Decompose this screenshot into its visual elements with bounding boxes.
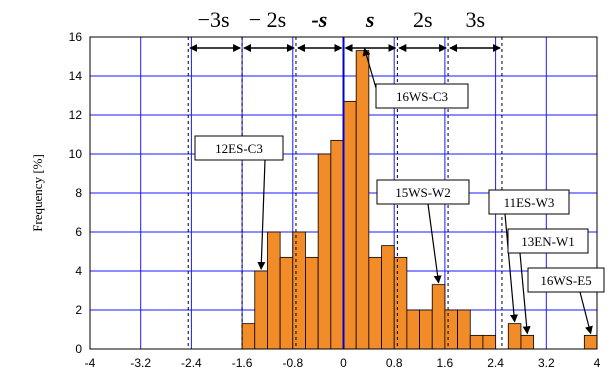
histogram-bar: [381, 245, 395, 350]
histogram-bar: [305, 256, 319, 350]
y-tick-label: 6: [75, 225, 82, 239]
x-tick-label: 4: [594, 356, 601, 370]
histogram-bar: [343, 100, 357, 350]
x-tick-label: -2.4: [181, 356, 202, 370]
histogram-bar: [431, 284, 446, 350]
y-tick-label: 12: [69, 108, 83, 122]
y-tick-label: 2: [75, 303, 82, 317]
annotation-arrow: [257, 159, 266, 270]
annotation-arrow: [579, 291, 593, 335]
annotation-label: 15WS-W2: [395, 185, 451, 200]
histogram-bar: [292, 231, 306, 350]
histogram-bar: [355, 50, 370, 350]
histogram-bar: [469, 334, 484, 350]
annotation-label: 13EN-W1: [521, 234, 574, 249]
annotation-callout: 11ES-W3: [488, 189, 570, 323]
annotation-box: [527, 267, 605, 293]
sigma-label: -s: [311, 7, 327, 32]
annotation-box: [194, 135, 284, 161]
x-tick-label: 1.6: [437, 356, 454, 370]
histogram-bar: [267, 231, 281, 350]
histogram-bar: [482, 334, 496, 350]
annotation-arrow: [504, 213, 518, 323]
x-tick-label: 0.8: [386, 356, 403, 370]
x-tick-label: -3.2: [130, 356, 151, 370]
histogram-bar: [279, 256, 294, 350]
y-tick-label: 10: [69, 147, 83, 161]
histogram-bar: [507, 323, 522, 350]
annotation-callout: 13EN-W1: [507, 228, 589, 335]
annotation-callout: 12ES-C3: [194, 135, 284, 270]
sigma-label: 3s: [466, 7, 486, 32]
y-tick-label: 16: [69, 30, 83, 44]
annotation-arrow: [427, 203, 442, 284]
histogram-bar: [520, 334, 535, 350]
y-axis-label: Frequency [%]: [30, 154, 45, 232]
histogram-bar: [241, 323, 256, 350]
histogram-bar: [330, 139, 344, 350]
histogram-bar: [583, 334, 598, 350]
annotation-box: [376, 179, 470, 205]
histogram-bar: [393, 256, 408, 350]
x-tick-label: -0.8: [282, 356, 303, 370]
annotation-box: [507, 228, 589, 254]
histogram-bar: [406, 309, 420, 350]
annotation-box: [488, 189, 570, 215]
sigma-label: 2s: [413, 7, 433, 32]
y-tick-label: 4: [75, 264, 82, 278]
annotation-box: [375, 83, 469, 109]
sigma-label: s: [365, 7, 375, 32]
plot-frame: [89, 36, 598, 350]
sigma-label: −3s: [198, 7, 230, 32]
y-tick-label: 0: [75, 342, 82, 356]
annotation-callout: 16WS-C3: [362, 47, 469, 109]
annotation-label: 12ES-C3: [215, 141, 263, 156]
x-tick-label: -4: [85, 356, 96, 370]
annotation-label: 16WS-C3: [396, 89, 448, 104]
sigma-label: − 2s: [249, 7, 286, 32]
y-tick-label: 8: [75, 186, 82, 200]
histogram-bar: [457, 309, 471, 350]
histogram-bar: [317, 153, 332, 350]
annotation-callout: 15WS-W2: [376, 179, 470, 284]
x-tick-label: -1.6: [232, 356, 253, 370]
x-tick-label: 3.2: [538, 356, 555, 370]
y-tick-label: 14: [69, 69, 83, 83]
x-tick-label: 2.4: [487, 356, 504, 370]
annotation-arrow: [362, 47, 377, 89]
annotation-arrow: [519, 252, 531, 335]
annotation-callout: 16WS-E5: [527, 267, 605, 335]
histogram-bar: [444, 309, 458, 350]
histogram-bar: [368, 256, 382, 350]
annotation-label: 11ES-W3: [504, 195, 555, 210]
x-tick-label: 0: [340, 356, 347, 370]
histogram-bar: [254, 270, 268, 350]
annotation-label: 16WS-E5: [540, 273, 591, 288]
histogram-bar: [419, 309, 433, 350]
